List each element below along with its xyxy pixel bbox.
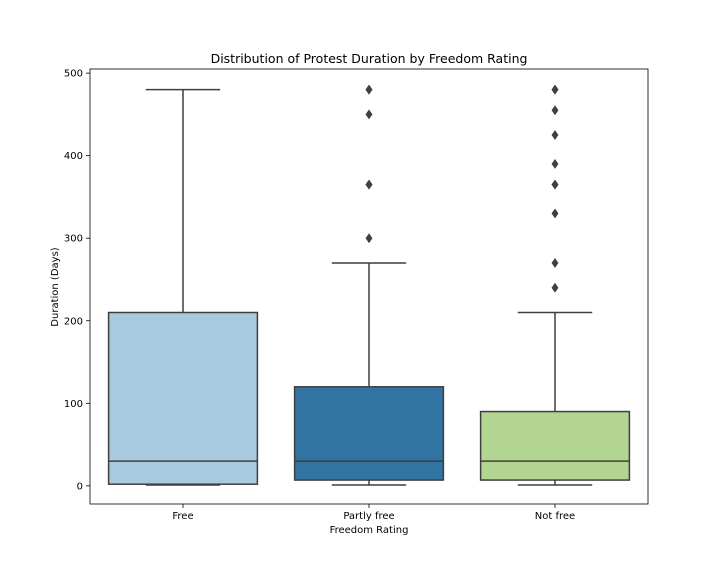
x-tick-label: Free bbox=[172, 511, 193, 522]
plot-frame bbox=[89, 68, 649, 505]
outlier-point bbox=[551, 208, 559, 219]
plot-area: 0 100 200 300 400 500 Free Partly free Not free bbox=[64, 68, 649, 522]
box-2 bbox=[293, 386, 445, 481]
x-axis-label: Freedom Rating bbox=[330, 525, 409, 536]
outlier-point bbox=[551, 105, 559, 116]
box-1 bbox=[107, 311, 259, 485]
y-axis-label: Duration (Days) bbox=[50, 247, 61, 326]
y-tick-label: 0 bbox=[77, 481, 83, 492]
box-3 bbox=[479, 410, 631, 481]
outlier-point bbox=[551, 179, 559, 190]
outlier-point bbox=[365, 84, 373, 95]
y-tick-label: 100 bbox=[64, 399, 83, 410]
y-tick-label: 400 bbox=[64, 151, 83, 162]
chart-title: Distribution of Protest Duration by Free… bbox=[211, 51, 528, 66]
outlier-point bbox=[551, 129, 559, 141]
outlier-point bbox=[365, 233, 373, 244]
outlier-point bbox=[551, 282, 559, 293]
outlier-point bbox=[551, 158, 559, 169]
outlier-point bbox=[365, 109, 373, 120]
y-tick-label: 200 bbox=[64, 316, 83, 327]
outlier-point bbox=[365, 179, 373, 190]
x-tick-label: Partly free bbox=[343, 511, 394, 522]
x-tick-label: Not free bbox=[535, 511, 575, 522]
outlier-point bbox=[551, 257, 559, 269]
y-tick-label: 500 bbox=[64, 69, 83, 80]
outlier-point bbox=[551, 84, 559, 95]
y-tick-label: 300 bbox=[64, 234, 83, 245]
